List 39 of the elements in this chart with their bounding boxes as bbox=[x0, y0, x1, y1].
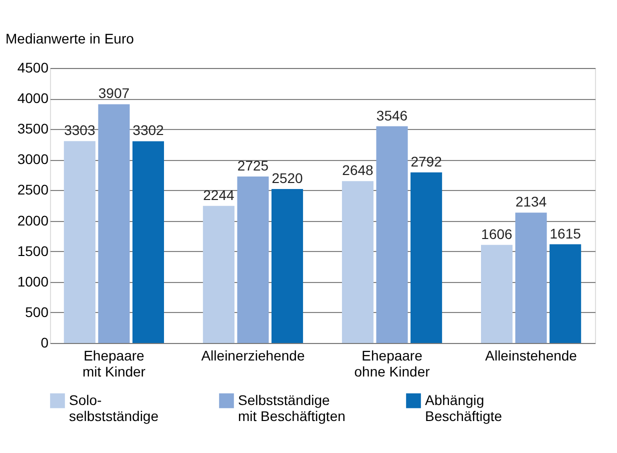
y-tick-label: 3000 bbox=[17, 151, 49, 168]
bar bbox=[550, 244, 582, 343]
data-label: 3907 bbox=[98, 85, 130, 102]
bar bbox=[342, 181, 374, 343]
x-tick-label: Alleinstehende bbox=[485, 348, 578, 364]
y-tick-label: 1000 bbox=[17, 273, 49, 290]
bar bbox=[271, 189, 304, 343]
y-tick-label: 0 bbox=[40, 334, 49, 350]
data-label: 3546 bbox=[376, 107, 408, 124]
bar bbox=[515, 212, 547, 343]
bar bbox=[132, 141, 164, 343]
data-label: 2520 bbox=[272, 170, 304, 186]
bar bbox=[376, 126, 408, 343]
bar bbox=[237, 176, 269, 343]
x-tick-label: Ehepaare ohne Kinder bbox=[354, 348, 430, 380]
y-axis-title: Medianwerte in Euro bbox=[6, 30, 134, 46]
data-label: 1615 bbox=[550, 225, 582, 242]
x-tick-label: Alleinerziehende bbox=[201, 348, 305, 364]
legend-label: Selbstständige mit Beschäftigten bbox=[238, 392, 346, 424]
bar bbox=[410, 172, 442, 343]
y-tick-label: 4000 bbox=[17, 90, 49, 106]
y-tick-label: 4500 bbox=[17, 60, 49, 76]
data-label: 2134 bbox=[515, 194, 547, 210]
x-tick-label: Ehepaare mit Kinder bbox=[82, 348, 146, 380]
bar bbox=[64, 141, 96, 343]
bar bbox=[202, 206, 234, 343]
data-label: 2725 bbox=[237, 157, 269, 174]
y-tick-label: 2000 bbox=[17, 212, 49, 228]
y-tick-label: 2500 bbox=[17, 182, 49, 198]
legend-label: Solo- selbstständige bbox=[69, 392, 159, 424]
y-tick-label: 500 bbox=[25, 304, 49, 320]
legend-label: Abhängig Beschäftigte bbox=[425, 392, 502, 424]
y-tick-label: 1500 bbox=[17, 242, 49, 259]
data-label: 2244 bbox=[203, 186, 234, 203]
bar bbox=[98, 104, 130, 343]
bar bbox=[480, 244, 513, 343]
y-tick-label: 3500 bbox=[17, 120, 49, 137]
data-label: 1606 bbox=[481, 226, 513, 242]
data-label: 2648 bbox=[342, 162, 374, 178]
